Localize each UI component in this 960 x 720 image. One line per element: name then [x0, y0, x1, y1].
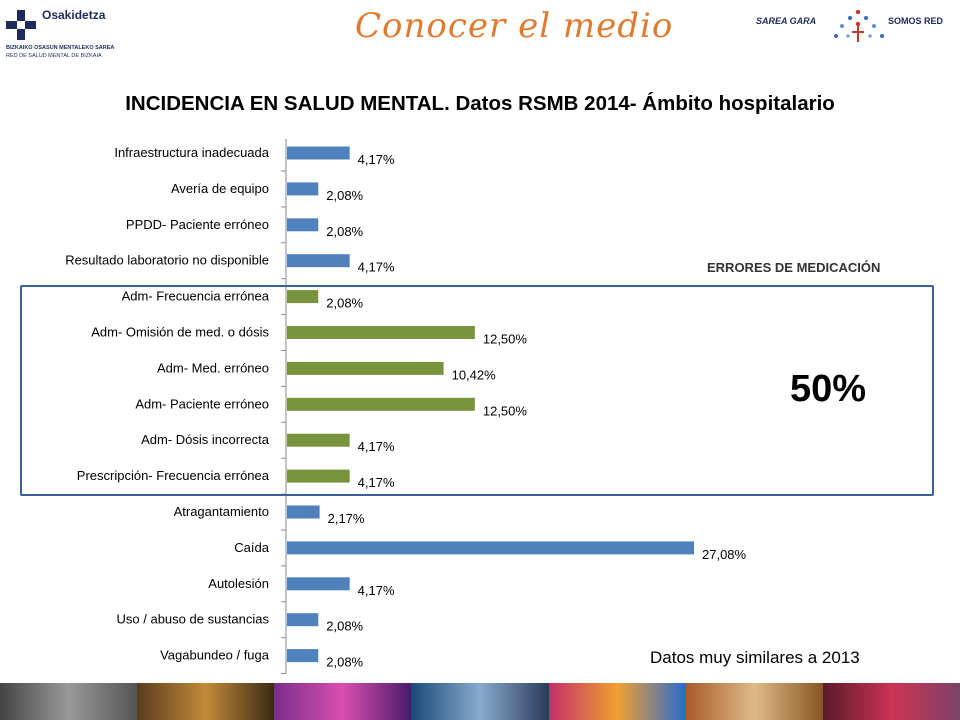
- category-label: Adm- Med. erróneo: [157, 360, 269, 375]
- data-label: 12,50%: [483, 332, 528, 347]
- category-label: Autolesión: [208, 576, 269, 591]
- bar: [287, 290, 319, 304]
- category-label: Resultado laboratorio no disponible: [65, 253, 269, 268]
- bar: [287, 182, 319, 196]
- data-label: 2,08%: [326, 619, 363, 634]
- category-label: Adm- Frecuencia errónea: [122, 289, 270, 304]
- people-network-icon: [834, 9, 884, 42]
- data-label: 2,08%: [326, 296, 363, 311]
- medication-errors-box: [20, 285, 934, 496]
- data-label: 2,17%: [328, 511, 365, 526]
- category-label: Prescripción- Frecuencia errónea: [77, 468, 270, 483]
- category-label: Infraestructura inadecuada: [114, 145, 269, 160]
- bar: [287, 613, 319, 627]
- data-label: 2,08%: [326, 188, 363, 203]
- category-label: PPDD- Paciente erróneo: [126, 217, 269, 232]
- category-label: Adm- Omisión de med. o dósis: [91, 325, 269, 340]
- bar: [287, 397, 475, 411]
- logo-name: Osakidetza: [42, 8, 106, 22]
- bar: [287, 469, 350, 483]
- data-label: 4,17%: [358, 583, 395, 598]
- category-label: Vagabundeo / fuga: [160, 648, 270, 663]
- data-label: 12,50%: [483, 403, 528, 418]
- bar: [287, 505, 320, 519]
- data-label: 4,17%: [358, 439, 395, 454]
- logo-subtitle-1: BIZKAIKO OSASUN MENTALEKO SAREA: [6, 45, 115, 51]
- bar: [287, 649, 319, 663]
- bar: [287, 218, 319, 232]
- data-label: 10,42%: [452, 367, 497, 382]
- medication-errors-label: ERRORES DE MEDICACIÓN: [707, 260, 881, 275]
- footnote: Datos muy similares a 2013: [650, 648, 860, 667]
- category-label: Uso / abuso de sustancias: [117, 612, 270, 627]
- osakidetza-logo: Osakidetza BIZKAIKO OSASUN MENTALEKO SAR…: [6, 4, 146, 60]
- header-title: Conocer el medio: [355, 6, 674, 46]
- category-label: Caída: [234, 540, 269, 555]
- data-label: 2,08%: [326, 224, 363, 239]
- bar: [287, 254, 350, 268]
- bar: [287, 541, 694, 555]
- logo-right-left-text: SAREA GARA: [756, 16, 817, 26]
- photo-strip-banner: [0, 683, 960, 720]
- bar: [287, 326, 475, 339]
- medication-errors-percentage: 50%: [790, 368, 867, 410]
- category-label: Avería de equipo: [171, 181, 269, 196]
- category-label: Adm- Dósis incorrecta: [141, 432, 270, 447]
- data-label: 4,17%: [358, 475, 395, 490]
- data-label: 4,17%: [358, 260, 395, 275]
- bar: [287, 361, 444, 375]
- data-label: 2,08%: [326, 655, 363, 670]
- bar: [287, 146, 350, 160]
- bar: [287, 433, 350, 447]
- incidence-bar-chart: Infraestructura inadecuada 4,17% Avería de…: [65, 139, 747, 675]
- data-label: 4,17%: [358, 152, 395, 167]
- category-label: Atragantamiento: [174, 504, 269, 519]
- cross-icon: [6, 10, 36, 40]
- sarea-gara-logo: SAREA GARA SOMOS RED: [752, 6, 956, 48]
- chart-title: INCIDENCIA EN SALUD MENTAL. Datos RSMB 2…: [125, 92, 835, 115]
- logo-subtitle-2: RED DE SALUD MENTAL DE BIZKAIA: [6, 53, 102, 59]
- data-label: 27,08%: [702, 547, 747, 562]
- category-label: Adm- Paciente erróneo: [135, 396, 269, 411]
- bar: [287, 577, 350, 591]
- logo-right-right-text: SOMOS RED: [888, 16, 944, 26]
